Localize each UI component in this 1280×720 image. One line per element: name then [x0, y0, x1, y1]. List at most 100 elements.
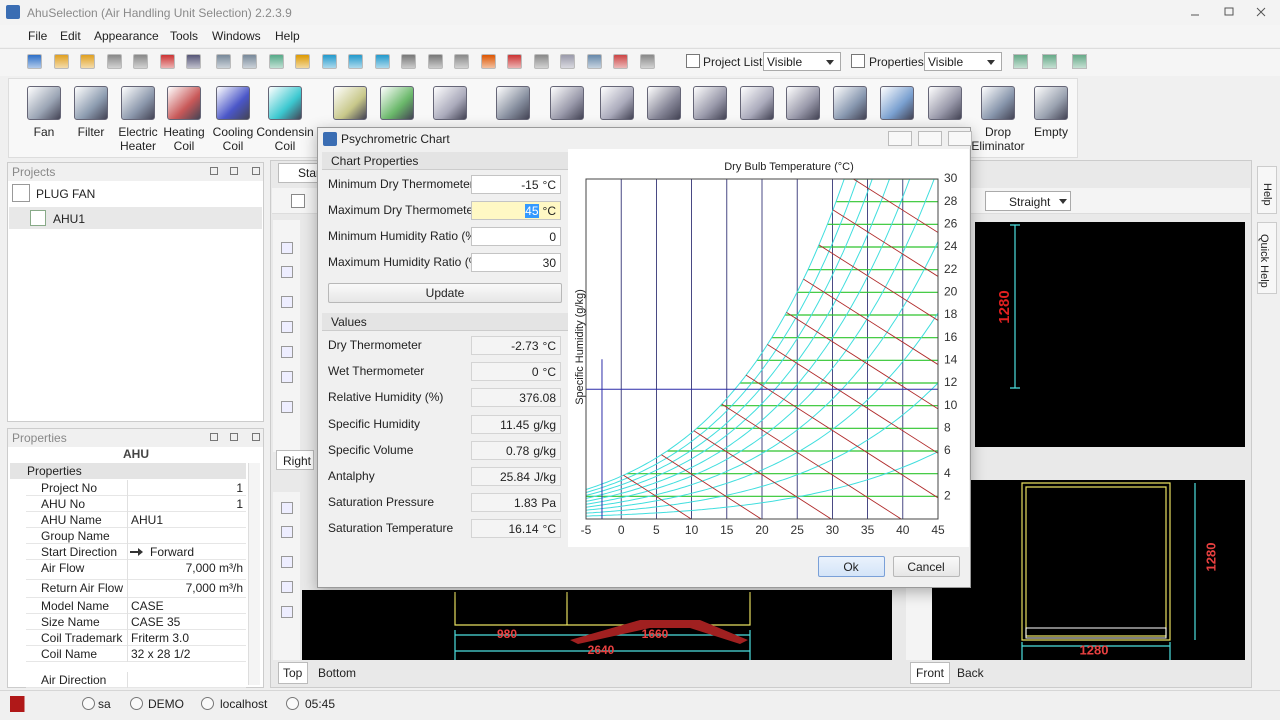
ribbon-label[interactable]: Filter: [77, 125, 105, 139]
property-value[interactable]: 1: [236, 497, 243, 511]
combo-box[interactable]: [763, 52, 841, 71]
tool-button[interactable]: [281, 242, 293, 254]
ribbon-icon[interactable]: [786, 86, 820, 120]
dropdown-arrow[interactable]: [1059, 199, 1067, 208]
ribbon-icon[interactable]: [740, 86, 774, 120]
tool-button[interactable]: [281, 346, 293, 358]
menu-item[interactable]: Windows: [212, 29, 261, 43]
ribbon-label[interactable]: Condensin Coil: [256, 125, 314, 153]
maximize[interactable]: [1224, 7, 1234, 16]
toolbar-button[interactable]: [348, 54, 363, 69]
toolbar-button[interactable]: [215, 54, 231, 69]
doc-tab[interactable]: [910, 662, 950, 684]
panel-button[interactable]: [230, 433, 238, 441]
ribbon-icon[interactable]: [693, 86, 727, 120]
dropdown-arrow[interactable]: [987, 60, 995, 69]
ribbon-icon[interactable]: [167, 86, 201, 120]
dialog-control[interactable]: [948, 131, 972, 146]
property-value[interactable]: Friterm 3.0: [131, 631, 190, 645]
ribbon-icon[interactable]: [27, 86, 61, 120]
field-value[interactable]: 30: [542, 255, 556, 270]
ribbon-icon[interactable]: [496, 86, 530, 120]
toolbar-button[interactable]: [242, 54, 257, 69]
panel-button[interactable]: [210, 167, 218, 175]
doc-tab[interactable]: [278, 662, 308, 684]
text-field[interactable]: 0: [471, 227, 561, 246]
menu-item[interactable]: Appearance: [94, 29, 159, 43]
toolbar-button[interactable]: [321, 54, 337, 69]
ribbon-icon[interactable]: [880, 86, 914, 120]
toolbar-button[interactable]: [613, 54, 628, 69]
doc-tab-label[interactable]: Bottom: [318, 666, 357, 680]
text-field[interactable]: 30: [471, 253, 561, 272]
toolbar-button[interactable]: [106, 54, 122, 69]
ribbon-label[interactable]: Drop Eliminator: [971, 125, 1025, 153]
property-value[interactable]: 7,000 m³/h: [185, 581, 243, 595]
tool-button[interactable]: [281, 296, 293, 308]
doc-tab-label[interactable]: Right: [283, 454, 312, 468]
button[interactable]: [893, 556, 960, 577]
property-value[interactable]: Forward: [150, 545, 195, 559]
toolbar-button[interactable]: [27, 54, 42, 69]
ribbon-icon[interactable]: [268, 86, 302, 120]
text-field[interactable]: 45 °C: [471, 201, 561, 220]
toolbar-button[interactable]: [133, 54, 148, 69]
ribbon-label[interactable]: Electric Heater: [118, 125, 158, 153]
ribbon-icon[interactable]: [833, 86, 867, 120]
dropdown-arrow[interactable]: [826, 60, 834, 69]
tool-button[interactable]: [281, 401, 293, 413]
ribbon-label[interactable]: Heating Coil: [163, 125, 205, 153]
toolbar-button[interactable]: [1013, 54, 1028, 69]
button-label[interactable]: Update: [425, 286, 465, 300]
toolbar-button[interactable]: [533, 54, 549, 69]
toolbar-button[interactable]: [560, 54, 575, 69]
dialog-control[interactable]: [918, 131, 942, 146]
panel-button[interactable]: [252, 167, 260, 175]
panel-button[interactable]: [210, 433, 218, 441]
field-value[interactable]: -15: [521, 177, 539, 192]
ribbon-label[interactable]: Empty: [1033, 125, 1069, 139]
ribbon-icon[interactable]: [1034, 86, 1068, 120]
field-value[interactable]: 45: [525, 203, 539, 218]
toolbar-button[interactable]: [268, 54, 284, 69]
close[interactable]: [1256, 7, 1266, 17]
ribbon-icon[interactable]: [433, 86, 467, 120]
toolbar-button[interactable]: [1042, 54, 1057, 69]
tool-button[interactable]: [281, 581, 293, 593]
text-field[interactable]: -15 °C: [471, 175, 561, 194]
button[interactable]: [328, 283, 562, 303]
property-value[interactable]: 32 x 28 1/2: [131, 647, 191, 661]
doc-tab[interactable]: [276, 450, 314, 470]
toolbar-button[interactable]: [53, 54, 69, 69]
panel-button[interactable]: [252, 433, 260, 441]
menu-item[interactable]: Help: [275, 29, 300, 43]
ribbon-icon[interactable]: [550, 86, 584, 120]
toolbar-button[interactable]: [401, 54, 416, 69]
property-value[interactable]: 7,000 m³/h: [185, 561, 243, 575]
property-value[interactable]: CASE: [131, 599, 164, 613]
toolbar-button[interactable]: [454, 54, 469, 69]
side-tab-label[interactable]: Help: [1261, 183, 1273, 206]
property-value[interactable]: AHU1: [131, 513, 164, 527]
toolbar-button[interactable]: [159, 54, 175, 69]
doc-tab-label[interactable]: Top: [283, 666, 303, 680]
field-value[interactable]: 0: [549, 229, 556, 244]
side-tab[interactable]: [1257, 222, 1277, 294]
doc-tab-label[interactable]: Back: [957, 666, 984, 680]
tool-button[interactable]: [281, 526, 293, 538]
button[interactable]: [818, 556, 885, 577]
tool-button[interactable]: [281, 502, 293, 514]
toolbar-button[interactable]: [639, 54, 655, 69]
combo-box[interactable]: [924, 52, 1002, 71]
doc-tab-label[interactable]: Front: [916, 666, 945, 680]
side-tab-label[interactable]: Quick Help: [1258, 234, 1270, 288]
toolbar-button[interactable]: [1072, 54, 1087, 69]
toolbar-button[interactable]: [586, 54, 602, 69]
button-label[interactable]: Ok: [843, 560, 859, 574]
project-item[interactable]: AHU1: [53, 212, 86, 226]
ribbon-icon[interactable]: [928, 86, 962, 120]
ribbon-icon[interactable]: [647, 86, 681, 120]
tool-button[interactable]: [281, 556, 293, 568]
tool-button[interactable]: [281, 606, 293, 618]
menu-item[interactable]: Tools: [170, 29, 199, 43]
